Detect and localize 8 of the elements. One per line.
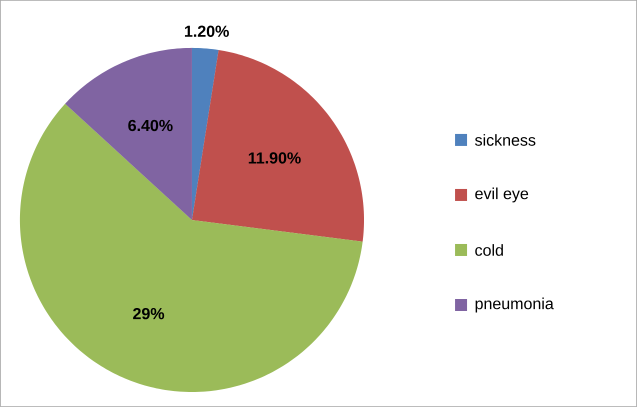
legend-label: cold (475, 244, 503, 256)
legend-label: evil eye (475, 188, 528, 202)
data-label: 6.40% (128, 120, 173, 132)
data-label: 29% (133, 308, 164, 320)
legend-label: pneumonia (476, 298, 554, 312)
legend-label: sickness (475, 134, 536, 146)
data-label: 1.20% (184, 26, 229, 37)
data-label: 11.90% (248, 152, 301, 164)
